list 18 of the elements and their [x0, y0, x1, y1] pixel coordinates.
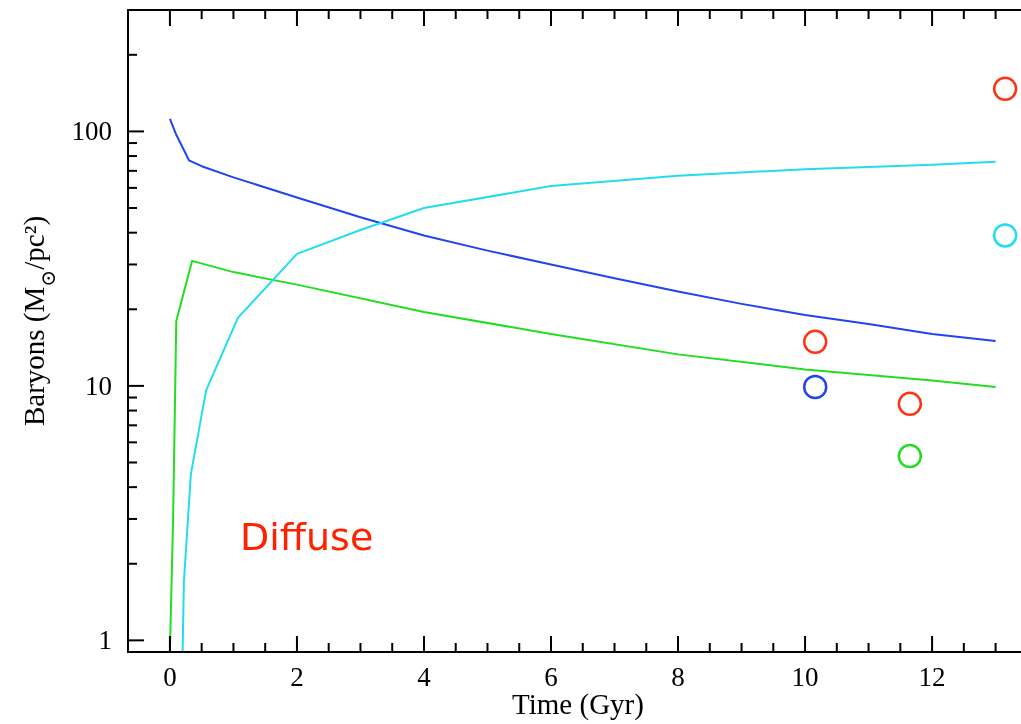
point: [897, 443, 923, 469]
x-tick-label: 2: [290, 662, 304, 692]
y-tick-label: 10: [85, 370, 112, 401]
x-tick-label: 0: [163, 662, 177, 692]
x-tick-label: 8: [671, 662, 685, 692]
point: [992, 76, 1018, 102]
x-tick-label: 12: [918, 662, 946, 692]
line-series: [168, 117, 997, 343]
point: [897, 391, 923, 417]
y-tick-label: 100: [71, 116, 112, 147]
line-series: [181, 160, 997, 653]
x-tick-label: 10: [791, 662, 819, 692]
x-tick-label: 4: [417, 662, 432, 692]
point: [802, 329, 828, 355]
y-tick-label: 1: [98, 625, 112, 656]
point: [992, 223, 1018, 248]
point: [802, 374, 828, 400]
annotation: Diffuse: [240, 515, 374, 559]
